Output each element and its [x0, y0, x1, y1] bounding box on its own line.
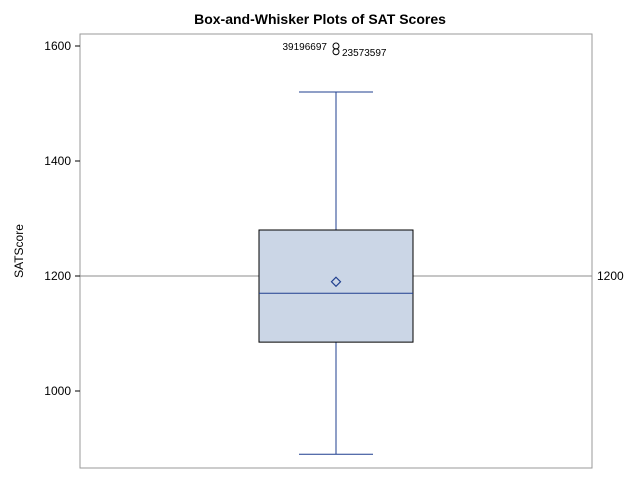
- y-axis-label: SATScore: [12, 224, 26, 278]
- y-tick-label: 1000: [44, 384, 71, 398]
- plot-layer: 1000 1200 1400 1600 1200 39196697 23573597: [44, 39, 624, 455]
- mean-marker: [330, 276, 342, 288]
- y-tick-label: 1600: [44, 39, 71, 53]
- reference-line-label: 1200: [597, 269, 624, 283]
- outlier-point: [332, 42, 340, 50]
- y-tick-label: 1200: [44, 269, 71, 283]
- outlier-label: 39196697: [283, 42, 328, 53]
- outlier-point: [332, 48, 340, 56]
- y-tick-label: 1400: [44, 154, 71, 168]
- plot-frame: [79, 33, 593, 469]
- outlier-label: 23573597: [342, 48, 387, 59]
- chart-title: Box-and-Whisker Plots of SAT Scores: [194, 11, 446, 27]
